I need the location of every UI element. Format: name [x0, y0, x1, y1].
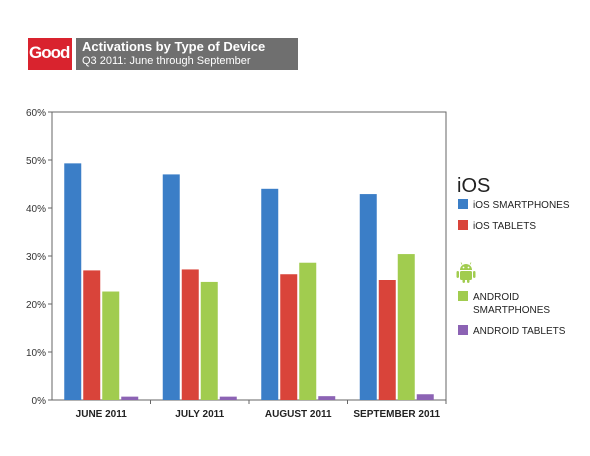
chart-title: Activations by Type of Device [82, 39, 266, 54]
y-tick-label: 50% [26, 156, 46, 167]
legend-label: iOS TABLETS [473, 221, 536, 232]
bar [181, 269, 199, 400]
y-axis-ticks: 0% 10% 20% 30% 40% 50% 60% [26, 108, 52, 407]
chart-subtitle: Q3 2011: June through September [82, 55, 251, 67]
bars-group [64, 163, 434, 400]
bar [299, 262, 317, 400]
y-tick-label: 0% [32, 396, 47, 407]
y-tick-label: 60% [26, 108, 46, 119]
bar [83, 270, 101, 400]
bar [416, 394, 434, 400]
good-logo: Good [28, 38, 72, 70]
legend-swatch [458, 199, 468, 209]
y-tick-label: 30% [26, 252, 46, 263]
bar [162, 174, 180, 400]
legend: iOS iOS SMARTPHONES iOS TABLETS ANDROID SMA… [456, 175, 570, 337]
legend-label: ANDROID TABLETS [473, 326, 566, 337]
bar [219, 396, 237, 400]
bar [261, 188, 279, 400]
y-tick-label: 40% [26, 204, 46, 215]
bar [121, 396, 139, 400]
x-axis-labels: JUNE 2011 JULY 2011 AUGUST 2011 SEPTEMBER 2… [76, 400, 447, 420]
legend-swatch [458, 220, 468, 230]
bar [378, 280, 396, 400]
x-category-label: SEPTEMBER 2011 [353, 409, 440, 420]
bar [318, 396, 336, 400]
chart-header: Activations by Type of Device Q3 2011: J… [76, 38, 298, 70]
ios-heading: iOS [457, 175, 490, 197]
bar [200, 281, 218, 400]
bar [64, 163, 82, 400]
x-category-label: JUNE 2011 [76, 409, 128, 420]
y-tick-label: 20% [26, 300, 46, 311]
x-category-label: JULY 2011 [175, 409, 224, 420]
x-category-label: AUGUST 2011 [265, 409, 332, 420]
bar [397, 254, 415, 400]
bar [102, 291, 120, 400]
legend-label: iOS SMARTPHONES [473, 200, 570, 211]
legend-swatch [458, 291, 468, 301]
y-tick-label: 10% [26, 348, 46, 359]
legend-swatch [458, 325, 468, 335]
android-icon [456, 262, 476, 283]
bar [280, 274, 298, 400]
bar [359, 194, 377, 400]
legend-label: ANDROID SMARTPHONES [473, 292, 550, 316]
